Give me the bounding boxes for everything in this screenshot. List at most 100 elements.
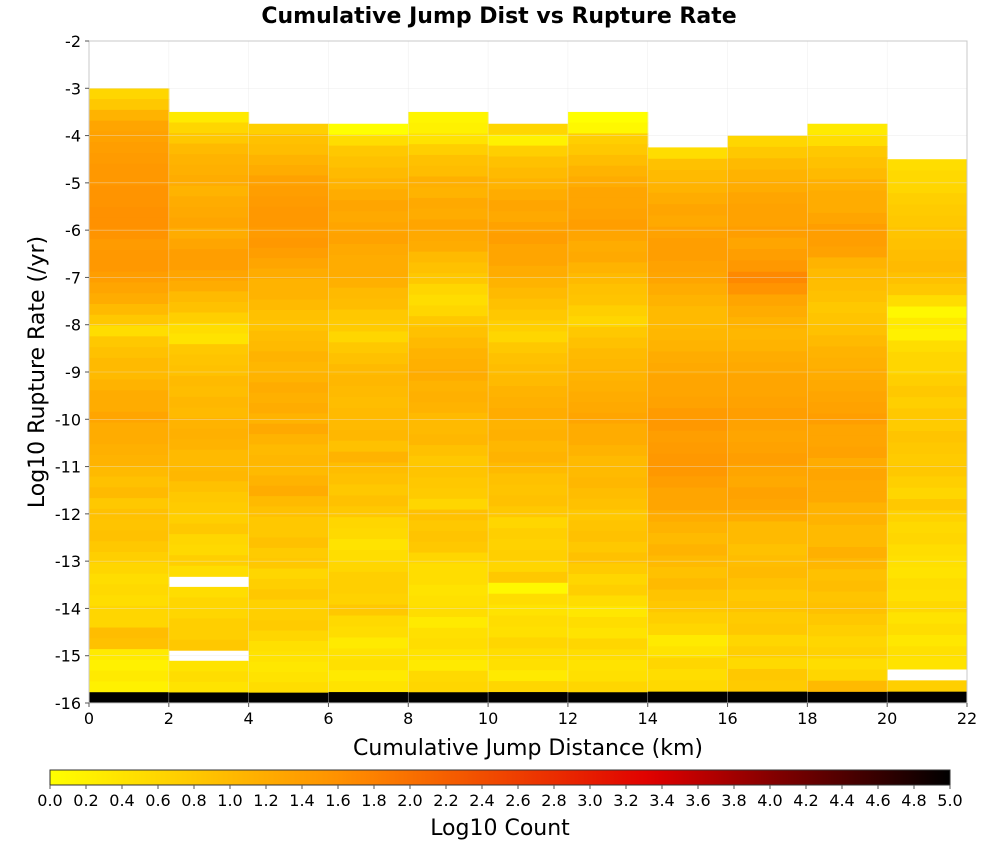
- x-axis-label: Cumulative Jump Distance (km): [353, 736, 703, 761]
- heatmap-cell: [807, 591, 888, 604]
- heatmap-cell: [488, 648, 569, 660]
- heatmap-cell: [408, 305, 489, 317]
- heatmap-cell: [168, 143, 250, 155]
- heatmap-cell: [647, 215, 729, 228]
- heatmap-cell: [328, 593, 409, 606]
- heatmap-cell: [408, 359, 489, 371]
- heatmap-cell: [488, 342, 569, 354]
- heatmap-cell: [408, 412, 489, 425]
- heatmap-cell: [408, 230, 489, 242]
- heatmap-cell: [328, 156, 409, 168]
- heatmap-cell: [168, 217, 250, 229]
- heatmap-cell: [567, 692, 649, 704]
- heatmap-cell: [89, 649, 170, 661]
- heatmap-cell: [408, 649, 489, 661]
- heatmap-cell: [89, 379, 170, 391]
- heatmap-cell: [567, 584, 649, 597]
- heatmap-cell: [727, 169, 808, 182]
- heatmap-cell: [567, 466, 649, 478]
- y-tick-label: -13: [55, 552, 81, 571]
- heatmap-cell: [248, 216, 329, 228]
- heatmap-cell: [168, 608, 250, 620]
- heatmap-cell: [248, 175, 329, 187]
- heatmap-cell: [727, 226, 808, 239]
- heatmap-cell: [168, 259, 250, 271]
- heatmap-cell: [887, 555, 968, 568]
- heatmap-cell: [647, 464, 729, 477]
- heatmap-cell: [807, 669, 888, 682]
- heatmap-cell: [727, 328, 808, 341]
- heatmap-cell: [807, 547, 888, 559]
- heatmap-cell: [647, 317, 729, 330]
- heatmap-cell: [248, 661, 329, 673]
- heatmap-cell: [807, 146, 888, 158]
- heatmap-cell: [89, 142, 170, 154]
- heatmap-cell: [647, 521, 729, 534]
- heatmap-cell: [488, 517, 569, 529]
- heatmap-cell: [807, 279, 888, 292]
- heatmap-cell: [408, 144, 489, 156]
- heatmap-cell: [488, 407, 569, 420]
- heatmap-cell: [168, 544, 250, 556]
- heatmap-cell: [168, 133, 250, 145]
- heatmap-cell: [248, 247, 329, 259]
- heatmap-cell: [408, 520, 489, 532]
- heatmap-cell: [647, 532, 729, 545]
- heatmap-cell: [89, 131, 170, 143]
- heatmap-cell: [488, 604, 569, 617]
- heatmap-cell: [168, 502, 250, 514]
- heatmap-cell: [408, 434, 489, 446]
- heatmap-cell: [647, 385, 729, 398]
- y-tick-label: -11: [55, 458, 81, 477]
- x-tick-label: 14: [638, 709, 658, 728]
- heatmap-cell: [727, 419, 808, 432]
- heatmap-cell: [887, 261, 968, 274]
- heatmap-cell: [89, 487, 170, 499]
- heatmap-cell: [727, 566, 808, 579]
- heatmap-cell: [727, 668, 808, 681]
- heatmap-cell: [89, 163, 170, 176]
- heatmap-cell: [89, 120, 170, 132]
- colorbar-tick-label: 2.8: [541, 791, 566, 810]
- heatmap-cell: [807, 558, 888, 570]
- heatmap-cell: [887, 691, 968, 704]
- heatmap-cell: [807, 647, 888, 659]
- heatmap-cell: [248, 154, 329, 166]
- heatmap-cell: [328, 287, 409, 300]
- heatmap-cell: [328, 211, 409, 223]
- heatmap-cell: [248, 692, 329, 704]
- heatmap-cell: [567, 359, 649, 371]
- heatmap-cell: [567, 326, 649, 339]
- heatmap-cell: [887, 533, 968, 545]
- heatmap-cell: [328, 495, 409, 507]
- heatmap-cell: [168, 354, 250, 366]
- heatmap-cell: [89, 627, 170, 639]
- heatmap-cell: [488, 582, 569, 595]
- y-tick-label: -3: [65, 79, 81, 98]
- heatmap-cell: [328, 276, 409, 289]
- heatmap-cell: [647, 623, 729, 636]
- heatmap-cell: [328, 178, 409, 190]
- heatmap-cell: [248, 444, 329, 456]
- heatmap-cell: [887, 249, 968, 262]
- heatmap-cell: [168, 470, 250, 482]
- heatmap-cell: [328, 123, 409, 136]
- heatmap-cell: [89, 616, 170, 629]
- heatmap-cell: [89, 670, 170, 682]
- heatmap-cell: [328, 265, 409, 278]
- heatmap-cell: [328, 473, 409, 485]
- heatmap-cell: [567, 273, 649, 285]
- heatmap-cell: [647, 328, 729, 341]
- heatmap-cell: [727, 680, 808, 693]
- heatmap-cell: [89, 638, 170, 650]
- heatmap-cell: [408, 606, 489, 618]
- heatmap-cell: [168, 618, 250, 630]
- heatmap-cell: [647, 340, 729, 352]
- heatmap-cell: [168, 671, 250, 683]
- heatmap-cell: [328, 233, 409, 245]
- heatmap-cell: [168, 534, 250, 546]
- heatmap-cell: [887, 351, 968, 364]
- heatmap-cell: [328, 615, 409, 627]
- heatmap-cell: [807, 357, 888, 370]
- heatmap-cell: [647, 430, 729, 443]
